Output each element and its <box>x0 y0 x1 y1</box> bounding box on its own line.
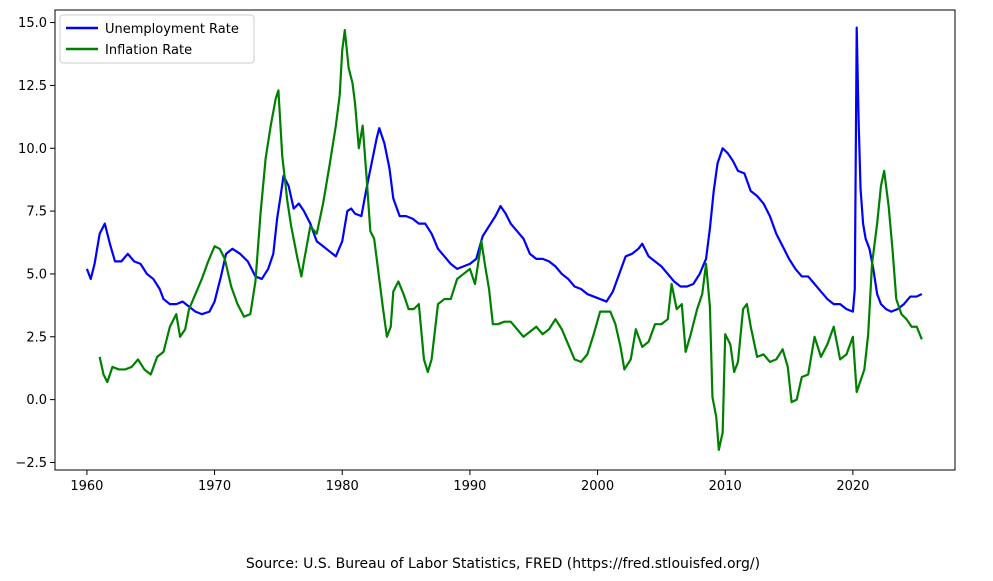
inflation-rate-line <box>98 29 923 451</box>
x-tick-label: 2020 <box>836 479 869 494</box>
y-tick-label: 5.0 <box>26 267 47 282</box>
unemployment-rate-line <box>85 26 923 316</box>
x-tick-label: 1970 <box>198 479 231 494</box>
plot-frame <box>54 9 956 471</box>
x-tick-label: 2010 <box>709 479 742 494</box>
legend: Unemployment Rate Inflation Rate <box>59 14 255 64</box>
y-tick-label: 15.0 <box>18 16 47 31</box>
x-tick-label: 1960 <box>70 479 103 494</box>
x-tick-label: 2000 <box>581 479 614 494</box>
y-tick-label: 12.5 <box>18 79 47 94</box>
y-tick-label: 10.0 <box>18 142 47 157</box>
source-note: Source: U.S. Bureau of Labor Statistics,… <box>246 556 760 572</box>
series-layer <box>85 26 923 451</box>
y-tick-label: 0.0 <box>26 393 47 408</box>
y-tick-label: −2.5 <box>15 456 47 471</box>
y-tick-label: 2.5 <box>26 330 47 345</box>
legend-label-unemployment: Unemployment Rate <box>105 22 239 37</box>
legend-label-inflation: Inflation Rate <box>105 43 192 58</box>
x-tick-label: 1990 <box>453 479 486 494</box>
x-tick-label: 1980 <box>326 479 359 494</box>
x-axis: 1960 1970 1980 1990 2000 2010 2020 <box>70 470 869 494</box>
y-tick-label: 7.5 <box>26 205 47 220</box>
legend-box <box>59 14 255 64</box>
y-axis: −2.5 0.0 2.5 5.0 7.5 10.0 12.5 15.0 <box>15 16 55 471</box>
